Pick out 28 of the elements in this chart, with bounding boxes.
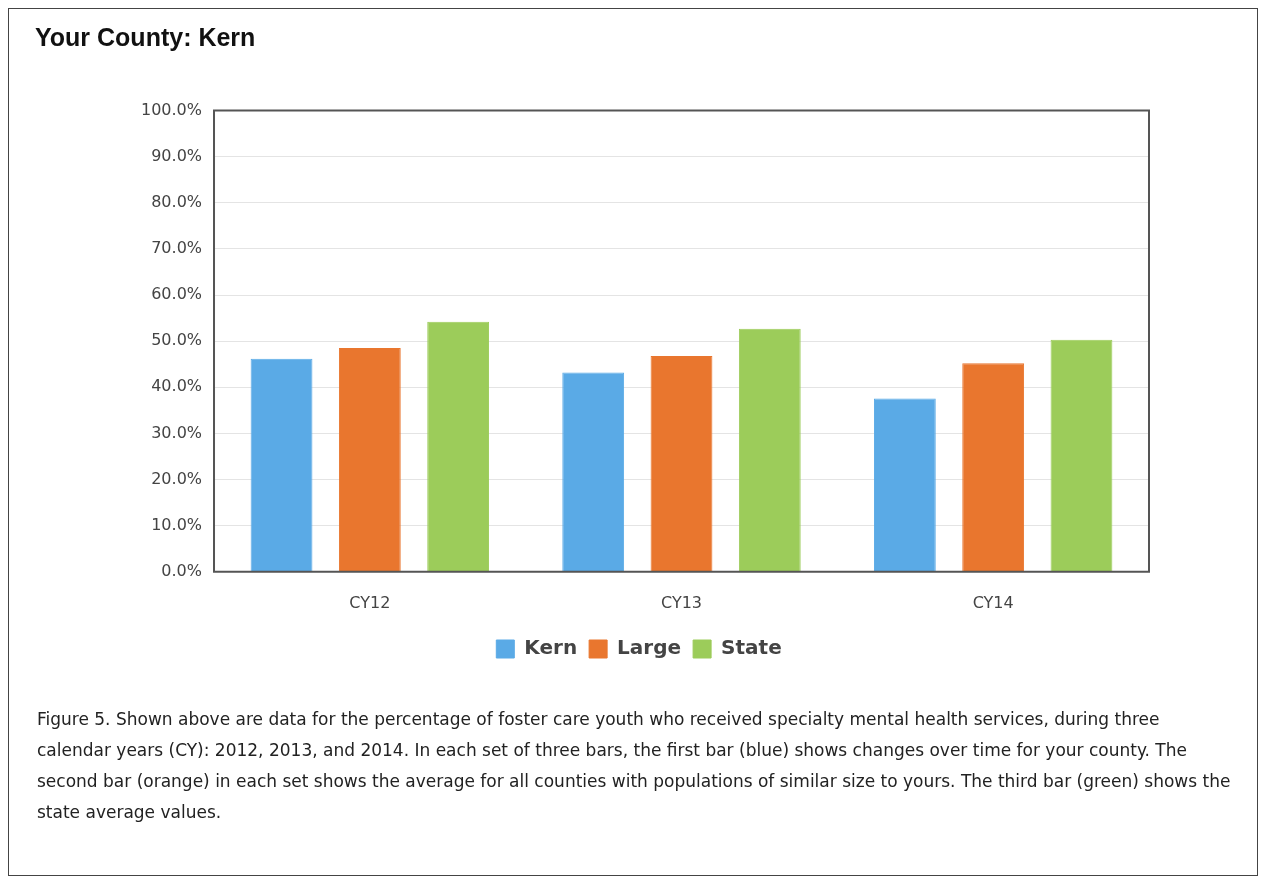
bar <box>562 372 625 572</box>
y-tick-label: 80.0% <box>151 192 203 211</box>
bar <box>650 355 713 572</box>
legend-label: Large <box>617 635 682 660</box>
y-tick-label: 70.0% <box>151 238 203 258</box>
y-tick-label: 10.0% <box>151 514 203 534</box>
y-tick-label: 0.0% <box>161 560 203 580</box>
legend-label: Kern <box>524 635 578 660</box>
chart-title: Your County: Kern <box>35 23 256 52</box>
bar <box>338 348 401 572</box>
bar <box>873 398 936 572</box>
legend-label: State <box>721 635 782 660</box>
y-tick-label: 40.0% <box>151 376 203 396</box>
bar <box>962 363 1025 572</box>
x-tick-label: CY13 <box>660 592 703 612</box>
x-tick-label: CY14 <box>972 592 1014 612</box>
y-tick-label: 100.0% <box>140 99 203 119</box>
x-tick-label: CY12 <box>349 592 391 612</box>
y-tick-label: 30.0% <box>151 422 203 442</box>
y-tick-label: 50.0% <box>151 330 203 350</box>
y-tick-label: 90.0% <box>151 145 203 165</box>
bar <box>250 358 313 572</box>
bar <box>738 328 801 572</box>
y-tick-label: 20.0% <box>151 468 203 488</box>
y-tick-label: 60.0% <box>151 284 203 304</box>
bar <box>427 321 490 572</box>
bar <box>1050 339 1113 572</box>
caption: Figure 5. Shown above are data for the percentage of foster care youth who received specialty mental health services, during three calendar years (CY): 2012, 2013, and 2014. In each set of three bars, the first bar (blue) shows changes over time for your county. The second bar (orange) in each set shows the average for all counties with populations of similar size to yours. The third bar (green) shows the state average values. <box>37 708 1232 824</box>
